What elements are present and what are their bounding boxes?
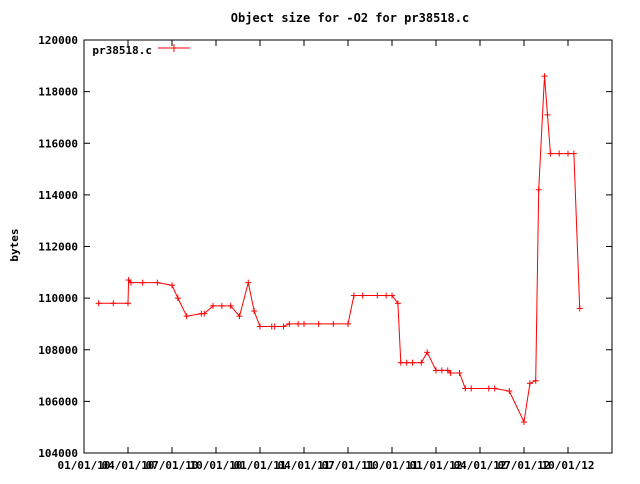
x-tick-label-6: 07/01/11 (322, 459, 375, 472)
data-point-15 (236, 313, 243, 320)
y-tick-label-2: 108000 (38, 344, 78, 357)
data-point-46 (485, 385, 492, 392)
legend-label: pr38518.c (92, 44, 152, 57)
x-ticks: 01/01/1004/01/1007/01/1010/01/1001/01/11… (58, 40, 595, 472)
x-tick-label-3: 10/01/10 (190, 459, 243, 472)
y-tick-label-6: 116000 (38, 137, 78, 150)
y-tick-label-8: 120000 (38, 34, 78, 47)
x-tick-label-8: 01/01/12 (410, 459, 463, 472)
data-point-52 (535, 186, 542, 193)
data-point-44 (462, 385, 469, 392)
data-point-22 (286, 320, 293, 327)
x-tick-label-4: 01/01/11 (234, 459, 287, 472)
data-point-6 (154, 279, 161, 286)
data-point-48 (506, 388, 513, 395)
data-point-51 (532, 377, 539, 384)
data-point-53 (541, 73, 548, 80)
data-point-13 (218, 302, 225, 309)
data-point-47 (491, 385, 498, 392)
x-tick-label-5: 04/01/11 (278, 459, 331, 472)
data-point-43 (456, 369, 463, 376)
y-tick-label-1: 106000 (38, 395, 78, 408)
data-point-2 (125, 300, 131, 307)
data-point-37 (418, 359, 425, 366)
data-point-49 (521, 419, 527, 426)
x-tick-label-7: 10/01/11 (366, 459, 419, 472)
data-point-56 (556, 150, 563, 157)
data-point-16 (245, 279, 252, 286)
data-point-17 (251, 308, 258, 315)
y-tick-label-7: 118000 (38, 86, 78, 99)
data-point-34 (397, 359, 404, 366)
data-point-40 (438, 367, 445, 374)
data-point-27 (345, 320, 351, 327)
series-group (95, 73, 583, 426)
series-line-0 (98, 76, 581, 424)
data-point-38 (424, 349, 431, 356)
data-point-35 (403, 359, 410, 366)
x-tick-label-11: 10/01/12 (542, 459, 595, 472)
data-point-42 (447, 369, 454, 376)
plot-frame (83, 39, 613, 454)
legend: pr38518.c (92, 44, 190, 57)
data-point-28 (350, 292, 357, 299)
data-point-31 (383, 292, 390, 299)
data-point-26 (330, 320, 337, 327)
y-ticks: 104000 106000 108000 110000 112000 114000 1160… (38, 34, 612, 460)
data-point-9 (183, 313, 190, 320)
chart-title: Object size for -O2 for pr38518.c (231, 11, 469, 25)
y-tick-label-5: 114000 (38, 189, 78, 202)
data-point-12 (210, 302, 217, 309)
data-point-41 (444, 367, 451, 374)
y-tick-label-3: 110000 (38, 292, 78, 305)
data-point-50 (526, 380, 533, 387)
x-tick-label-1: 04/01/10 (102, 459, 155, 472)
data-point-4 (127, 279, 134, 286)
y-tick-label-0: 104000 (38, 447, 78, 460)
x-tick-label-10: 07/01/12 (498, 459, 551, 472)
y-tick-label-4: 112000 (38, 241, 78, 254)
data-point-25 (315, 320, 322, 327)
data-point-0 (95, 300, 102, 307)
data-point-59 (576, 305, 583, 312)
data-point-54 (544, 111, 551, 118)
data-point-7 (169, 282, 175, 289)
x-tick-label-0: 01/01/10 (58, 459, 111, 472)
data-point-1 (110, 300, 117, 307)
data-point-8 (174, 295, 181, 302)
data-point-21 (280, 323, 287, 330)
data-point-29 (359, 292, 366, 299)
data-point-32 (389, 292, 395, 299)
x-tick-label-9: 04/01/12 (454, 459, 507, 472)
data-point-14 (227, 302, 234, 309)
data-point-30 (374, 292, 381, 299)
data-point-5 (139, 279, 146, 286)
data-point-20 (271, 323, 278, 330)
data-point-33 (394, 300, 401, 307)
data-point-24 (301, 320, 307, 327)
data-point-55 (547, 150, 554, 157)
data-point-11 (201, 310, 208, 317)
data-point-45 (468, 385, 475, 392)
x-tick-label-2: 07/01/10 (146, 459, 199, 472)
data-point-58 (570, 150, 577, 157)
data-point-18 (257, 323, 263, 330)
data-point-57 (565, 150, 571, 157)
y-axis-label: bytes (8, 228, 21, 261)
data-point-36 (409, 359, 416, 366)
data-point-23 (295, 320, 302, 327)
data-point-39 (433, 367, 439, 374)
